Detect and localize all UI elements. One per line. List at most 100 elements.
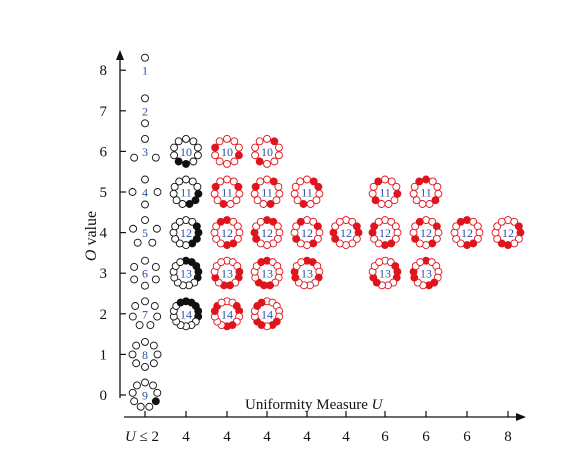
ring-bead: [387, 217, 396, 226]
ring-pattern: 13: [409, 256, 443, 290]
ring-bead: [141, 175, 149, 184]
ring-pattern: 12: [368, 216, 402, 250]
x-tick-label: 6: [463, 429, 471, 445]
ring-bead: [252, 222, 261, 231]
ring-bead: [315, 189, 324, 198]
ring-bead: [128, 388, 137, 397]
ring-pattern: 13: [290, 256, 324, 290]
ring-bead: [172, 196, 181, 205]
ring-bead: [174, 137, 183, 146]
ring-bead: [211, 151, 220, 160]
ring-count-label: 12: [221, 226, 233, 240]
ring-bead: [130, 275, 139, 284]
ring-bead: [270, 157, 279, 166]
ring-bead: [130, 153, 139, 162]
ring-pattern: 4: [128, 175, 162, 209]
ring-bead: [133, 238, 142, 247]
ring-pattern: 14: [169, 297, 203, 331]
x-tick-label: 4: [342, 429, 350, 445]
ring-bead: [493, 222, 502, 231]
ring-bead: [149, 381, 157, 390]
ring-count-label: 11: [261, 186, 273, 200]
ring-bead: [497, 239, 506, 248]
ring-bead: [153, 188, 162, 196]
y-tick-label: 3: [100, 266, 108, 282]
ring-count-label: 13: [221, 267, 233, 281]
ring-bead: [255, 157, 264, 166]
ring-bead: [182, 159, 190, 168]
ring-bead: [141, 281, 149, 290]
ring-count-label: 7: [142, 307, 148, 321]
ring-bead: [141, 134, 149, 143]
ring-pattern: 13: [250, 256, 284, 290]
ring-count-label: 11: [180, 186, 192, 200]
ring-bead: [269, 177, 278, 186]
ring-pattern: 11: [290, 175, 324, 208]
ring-count-label: 14: [261, 307, 273, 321]
ring-bead: [274, 143, 283, 152]
ring-bead: [331, 222, 340, 231]
x-tick-label: 6: [422, 429, 430, 445]
ring-pattern: 13: [210, 256, 244, 290]
ring-bead: [191, 196, 200, 205]
y-tick-label: 2: [100, 307, 108, 323]
ring-pattern: 1: [141, 53, 149, 78]
x-tick-label: 4: [223, 429, 231, 445]
ring-bead: [217, 258, 226, 267]
ring-count-label: 14: [180, 307, 192, 321]
ring-bead: [422, 175, 430, 184]
ring-bead: [234, 151, 243, 160]
ring-count-label: 10: [221, 145, 233, 159]
y-tick-label: 5: [100, 185, 108, 201]
ring-count-label: 13: [261, 267, 273, 281]
ring-bead: [256, 217, 265, 226]
y-tick-label: 4: [100, 226, 108, 242]
ring-bead: [185, 200, 194, 208]
ring-bead: [216, 239, 225, 248]
ring-bead: [510, 217, 519, 226]
ring-bead: [296, 217, 305, 226]
ring-bead: [391, 234, 400, 243]
ring-bead: [175, 239, 184, 248]
ring-bead: [188, 177, 197, 186]
ring-count-label: 13: [379, 267, 391, 281]
ring-bead: [146, 321, 155, 330]
ring-bead: [371, 196, 380, 205]
ring-bead: [409, 189, 418, 198]
ring-pattern: 11: [169, 175, 203, 208]
ring-bead: [141, 200, 149, 209]
ring-bead: [456, 239, 465, 248]
ring-bead: [193, 182, 202, 191]
ring-pattern: 5: [129, 216, 161, 247]
ring-bead: [176, 258, 185, 267]
ring-bead: [257, 298, 266, 307]
ring-bead: [309, 217, 318, 226]
ring-bead: [411, 222, 420, 231]
ring-bead: [370, 222, 379, 231]
ring-bead: [297, 258, 306, 267]
ring-count-label: 12: [379, 226, 391, 240]
ring-bead: [303, 175, 311, 184]
ring-bead: [175, 217, 184, 226]
ring-bead: [152, 224, 161, 233]
ring-pattern: 13: [169, 256, 203, 290]
ring-bead: [151, 397, 160, 406]
ring-bead: [215, 137, 224, 146]
ring-bead: [141, 256, 149, 265]
ring-pattern: 14: [250, 297, 284, 331]
ring-pattern: 14: [210, 297, 244, 331]
ring-bead: [229, 177, 238, 186]
ring-count-label: 12: [420, 226, 432, 240]
ring-bead: [263, 134, 271, 143]
ring-bead: [223, 159, 231, 168]
x-tick-label: U ≤ 2: [125, 429, 159, 445]
ring-count-label: 10: [261, 145, 273, 159]
ring-count-label: 1: [142, 64, 148, 78]
ring-pattern: 9: [128, 378, 162, 411]
ring-bead: [432, 234, 441, 243]
ring-count-label: 11: [420, 186, 432, 200]
ring-bead: [377, 200, 386, 208]
ring-bead: [381, 175, 389, 184]
ring-bead: [229, 217, 238, 226]
ring-count-label: 13: [420, 267, 432, 281]
